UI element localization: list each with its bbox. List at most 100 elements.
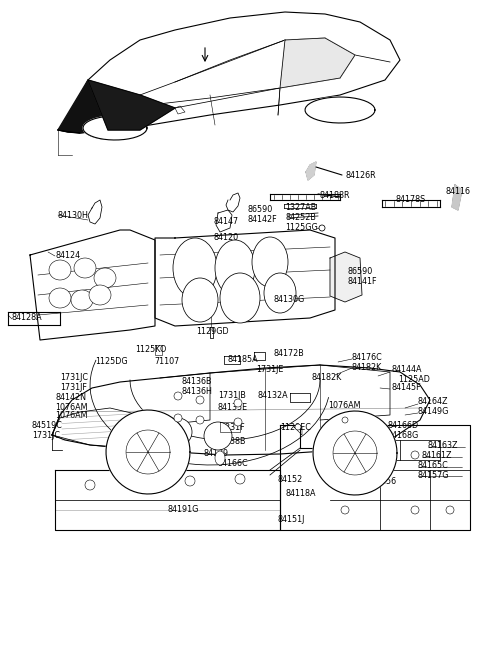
Ellipse shape xyxy=(74,258,96,278)
Circle shape xyxy=(235,474,245,484)
Ellipse shape xyxy=(182,278,218,322)
Polygon shape xyxy=(330,252,362,302)
Text: 84166C: 84166C xyxy=(218,460,249,468)
Text: 86590: 86590 xyxy=(348,267,373,276)
Text: 84152: 84152 xyxy=(278,474,303,483)
Text: 86590: 86590 xyxy=(248,206,273,214)
Circle shape xyxy=(164,418,192,446)
Text: 1731JE: 1731JE xyxy=(256,365,283,375)
Text: 84142F: 84142F xyxy=(248,214,277,223)
Text: 84191G: 84191G xyxy=(168,504,199,514)
Polygon shape xyxy=(305,97,375,123)
Circle shape xyxy=(204,422,232,450)
Text: 84138: 84138 xyxy=(126,417,151,426)
Text: 84172B: 84172B xyxy=(274,348,305,358)
Text: 71107: 71107 xyxy=(154,356,179,365)
Text: 1731JC: 1731JC xyxy=(32,430,60,440)
Text: 84136B: 84136B xyxy=(182,377,213,386)
Text: 84132A: 84132A xyxy=(258,392,288,400)
Polygon shape xyxy=(106,410,190,494)
Text: 84118A: 84118A xyxy=(286,489,316,498)
Text: 84166D: 84166D xyxy=(388,422,419,430)
Polygon shape xyxy=(452,185,462,210)
Circle shape xyxy=(135,478,145,488)
Ellipse shape xyxy=(49,288,71,308)
Circle shape xyxy=(234,399,242,407)
Text: 84156: 84156 xyxy=(372,477,397,487)
Circle shape xyxy=(446,506,454,514)
Text: 84126R: 84126R xyxy=(345,170,376,179)
Text: 84144A: 84144A xyxy=(392,365,422,375)
Polygon shape xyxy=(58,80,140,133)
Circle shape xyxy=(361,451,369,459)
Text: 84147: 84147 xyxy=(213,217,238,227)
Circle shape xyxy=(411,451,419,459)
Text: 1076AM: 1076AM xyxy=(55,411,87,421)
Text: 84182K: 84182K xyxy=(352,362,382,371)
Polygon shape xyxy=(83,116,147,140)
Circle shape xyxy=(342,417,348,423)
Ellipse shape xyxy=(49,260,71,280)
Text: 1129GD: 1129GD xyxy=(196,328,228,337)
Text: 84120: 84120 xyxy=(213,233,238,242)
Ellipse shape xyxy=(215,451,225,465)
Text: 1076AM: 1076AM xyxy=(55,403,87,411)
Text: 84157G: 84157G xyxy=(418,470,449,479)
Circle shape xyxy=(341,451,349,459)
Text: 84128A: 84128A xyxy=(12,314,43,322)
Text: 1125KO: 1125KO xyxy=(135,345,167,354)
Text: 1731JB: 1731JB xyxy=(218,392,246,400)
Text: 84130G: 84130G xyxy=(274,295,305,305)
Ellipse shape xyxy=(89,285,111,305)
Text: 1125AD: 1125AD xyxy=(398,375,430,383)
Text: 84252B: 84252B xyxy=(285,212,316,221)
Text: 84164Z: 84164Z xyxy=(418,398,448,407)
Text: 1076AM: 1076AM xyxy=(328,402,360,411)
Text: 84138B: 84138B xyxy=(216,436,247,445)
Circle shape xyxy=(85,480,95,490)
Text: 84176C: 84176C xyxy=(352,354,383,362)
Text: 84116: 84116 xyxy=(445,187,470,196)
Text: 84188R: 84188R xyxy=(320,191,350,200)
Ellipse shape xyxy=(220,273,260,323)
Text: 84163Z: 84163Z xyxy=(428,441,458,451)
Circle shape xyxy=(295,424,301,430)
Text: 84151J: 84151J xyxy=(278,515,305,525)
Ellipse shape xyxy=(215,240,255,296)
Text: 1125GG: 1125GG xyxy=(285,223,318,233)
Text: 84130H: 84130H xyxy=(58,210,89,219)
Circle shape xyxy=(174,392,182,400)
Text: 84142N: 84142N xyxy=(55,394,86,403)
Ellipse shape xyxy=(252,237,288,287)
Circle shape xyxy=(411,506,419,514)
Text: 84162Z: 84162Z xyxy=(338,413,369,422)
Text: 84124: 84124 xyxy=(55,250,80,259)
Text: 84149G: 84149G xyxy=(418,407,449,415)
Circle shape xyxy=(319,225,325,231)
Text: 1129EC: 1129EC xyxy=(280,422,311,432)
Ellipse shape xyxy=(173,238,217,298)
Text: 84138: 84138 xyxy=(148,428,173,436)
Text: 84178S: 84178S xyxy=(395,195,425,204)
Circle shape xyxy=(185,476,195,486)
Ellipse shape xyxy=(264,273,296,313)
Text: 84141F: 84141F xyxy=(348,276,377,286)
Polygon shape xyxy=(306,162,316,180)
Text: 84165C: 84165C xyxy=(418,462,449,470)
Text: 1731JF: 1731JF xyxy=(60,383,87,392)
Text: 84145F: 84145F xyxy=(392,383,421,392)
Circle shape xyxy=(196,416,204,424)
Ellipse shape xyxy=(94,268,116,288)
Text: 84231F: 84231F xyxy=(216,424,246,432)
Text: 84519C: 84519C xyxy=(32,422,63,430)
Polygon shape xyxy=(88,80,175,130)
Text: 84168G: 84168G xyxy=(388,430,419,440)
Ellipse shape xyxy=(71,290,93,310)
Text: 1125DG: 1125DG xyxy=(95,356,128,365)
Text: 84161Z: 84161Z xyxy=(422,451,453,460)
Text: 84139: 84139 xyxy=(204,449,229,457)
Polygon shape xyxy=(280,38,355,88)
Polygon shape xyxy=(313,411,397,495)
Text: 1327AB: 1327AB xyxy=(285,204,316,212)
Text: 84136H: 84136H xyxy=(182,386,213,396)
